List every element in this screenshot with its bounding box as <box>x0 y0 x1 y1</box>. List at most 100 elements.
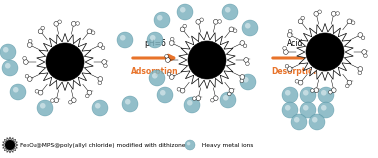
Circle shape <box>185 140 195 150</box>
Circle shape <box>183 24 186 28</box>
Circle shape <box>3 47 9 53</box>
Circle shape <box>95 103 101 109</box>
Circle shape <box>180 88 185 93</box>
Circle shape <box>306 33 344 71</box>
Circle shape <box>358 33 363 37</box>
Circle shape <box>233 29 237 33</box>
Text: pH=6: pH=6 <box>144 40 166 49</box>
Circle shape <box>152 73 158 79</box>
Circle shape <box>169 75 174 79</box>
Circle shape <box>222 4 238 20</box>
Polygon shape <box>2 137 18 153</box>
Circle shape <box>92 100 108 116</box>
Circle shape <box>188 41 226 79</box>
Circle shape <box>311 89 314 92</box>
Text: Desorption: Desorption <box>271 67 319 76</box>
Circle shape <box>122 96 138 112</box>
Circle shape <box>87 29 92 34</box>
Circle shape <box>147 32 163 48</box>
Circle shape <box>332 11 336 16</box>
Circle shape <box>298 19 303 24</box>
Circle shape <box>187 100 192 106</box>
Circle shape <box>76 22 79 25</box>
Circle shape <box>184 97 200 113</box>
Circle shape <box>85 94 89 98</box>
Circle shape <box>243 44 247 48</box>
Circle shape <box>38 29 43 34</box>
Circle shape <box>187 142 191 145</box>
Circle shape <box>318 87 334 103</box>
Circle shape <box>318 102 334 118</box>
Circle shape <box>240 79 243 83</box>
Circle shape <box>165 55 169 58</box>
Circle shape <box>180 7 186 12</box>
Circle shape <box>347 80 352 85</box>
Circle shape <box>27 43 32 47</box>
Circle shape <box>358 67 363 71</box>
Circle shape <box>41 26 45 30</box>
Circle shape <box>125 99 130 105</box>
Circle shape <box>54 21 59 26</box>
Circle shape <box>291 114 307 130</box>
Polygon shape <box>179 31 235 89</box>
Circle shape <box>285 64 289 68</box>
Circle shape <box>282 102 298 118</box>
Circle shape <box>51 99 54 102</box>
Circle shape <box>40 103 46 109</box>
Text: Fe₃O₄@MPS@poly(allyl chloride) modified with dithizone: Fe₃O₄@MPS@poly(allyl chloride) modified … <box>20 143 186 148</box>
Circle shape <box>200 18 203 22</box>
Circle shape <box>157 87 173 103</box>
Circle shape <box>298 80 303 85</box>
Circle shape <box>154 12 170 28</box>
Circle shape <box>35 89 39 93</box>
Circle shape <box>303 90 308 96</box>
Circle shape <box>98 43 103 47</box>
Circle shape <box>285 90 291 96</box>
Circle shape <box>101 46 105 50</box>
Circle shape <box>71 98 76 103</box>
Circle shape <box>295 79 299 83</box>
Circle shape <box>120 35 125 41</box>
Circle shape <box>98 81 102 85</box>
Circle shape <box>27 77 32 81</box>
Circle shape <box>170 37 174 41</box>
Circle shape <box>288 29 292 33</box>
Circle shape <box>213 19 218 24</box>
Circle shape <box>13 87 19 93</box>
Circle shape <box>287 33 292 37</box>
Circle shape <box>196 96 201 101</box>
Circle shape <box>300 87 316 103</box>
Text: Heavy metal ions: Heavy metal ions <box>198 143 253 148</box>
Circle shape <box>309 114 325 130</box>
Text: Acid: Acid <box>287 40 303 49</box>
Circle shape <box>318 10 321 14</box>
Circle shape <box>364 54 367 58</box>
Circle shape <box>102 60 107 64</box>
Circle shape <box>300 102 316 118</box>
Circle shape <box>362 50 367 54</box>
Circle shape <box>23 56 26 60</box>
Circle shape <box>229 27 234 32</box>
Circle shape <box>180 27 185 32</box>
Circle shape <box>228 92 231 96</box>
Circle shape <box>38 90 43 95</box>
Circle shape <box>358 71 362 75</box>
Circle shape <box>10 84 26 100</box>
Circle shape <box>240 74 256 90</box>
Circle shape <box>245 23 251 29</box>
Circle shape <box>240 41 245 45</box>
Circle shape <box>58 20 62 24</box>
Circle shape <box>149 70 165 86</box>
Text: Adsorption: Adsorption <box>131 67 179 76</box>
Circle shape <box>160 90 166 96</box>
Circle shape <box>314 11 319 16</box>
Circle shape <box>285 105 291 111</box>
Circle shape <box>5 63 11 69</box>
Circle shape <box>242 20 258 36</box>
Circle shape <box>303 105 308 111</box>
Circle shape <box>91 31 95 35</box>
Circle shape <box>312 117 318 123</box>
Circle shape <box>196 19 201 24</box>
Circle shape <box>28 39 32 43</box>
Circle shape <box>287 67 292 71</box>
